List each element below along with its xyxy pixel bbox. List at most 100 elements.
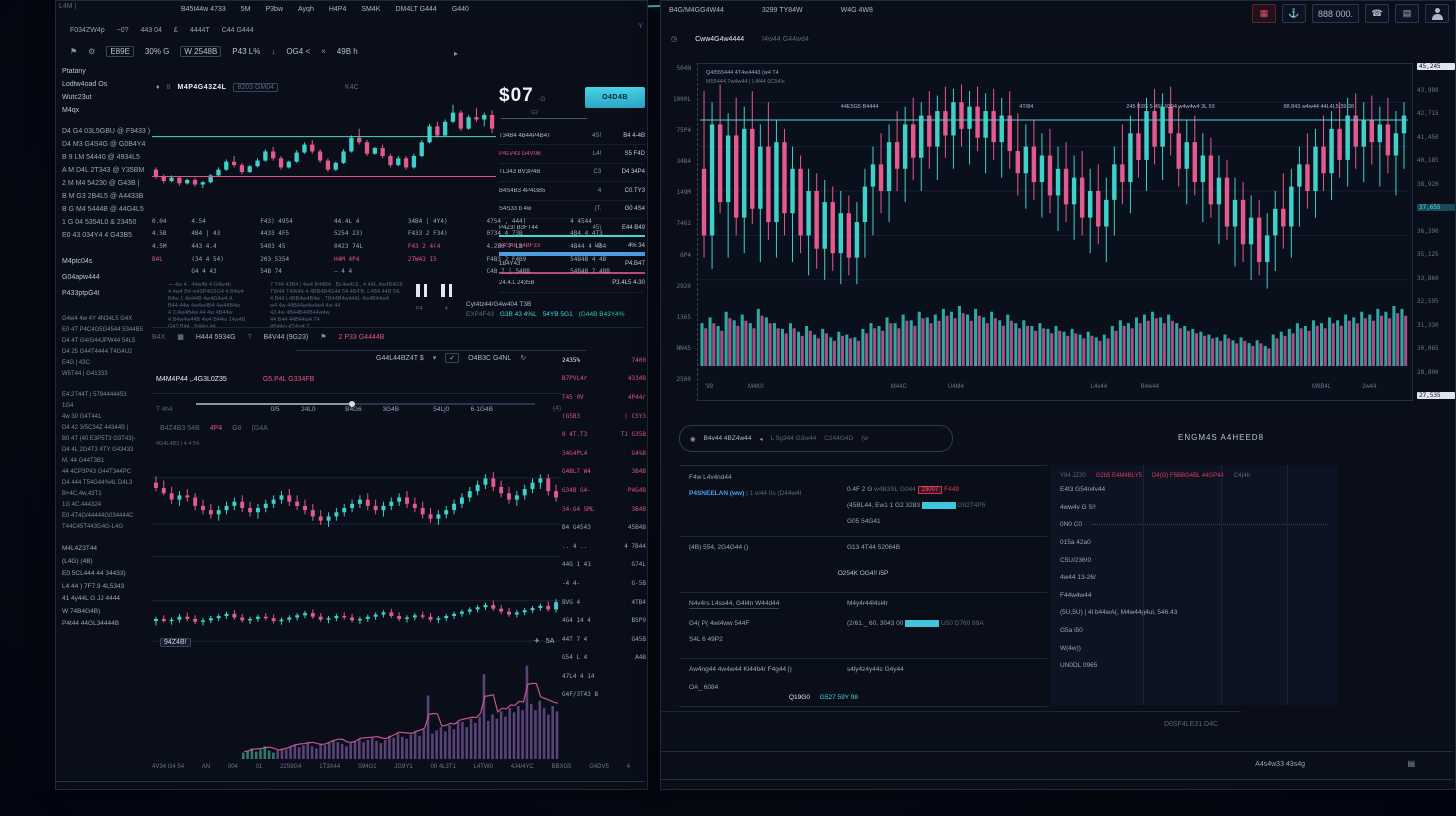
summary-row[interactable]: F44w4w44 [1051,587,1337,605]
symbol-name[interactable]: M4P4G43Z4L [177,84,227,91]
filter-control[interactable]: ▾ [432,355,437,362]
order-row[interactable]: T4S4B 54BF33 L0 4% 34 [499,237,645,256]
timeline-slider[interactable]: T 4h4 0/5 24L0 B4G6 3G4B 54Lj0 6-1G4B (4) [156,399,561,417]
sidebar-bottom-item[interactable]: (L4G) (4B) [62,557,93,565]
sidebar-symbol-item[interactable]: D4 M3 G4S4G @ G0B4Y4 [62,141,146,148]
menu-item[interactable]: B4G/M4GG4W44 [669,7,724,14]
grid-chart-icon[interactable]: ▦ [1251,4,1276,23]
sidebar-symbol-item[interactable]: B M G3 2B4L5 @ A4433B [62,193,144,200]
toolbar-icon[interactable]: P43 L% [232,47,261,56]
order-book-row[interactable]: G54 L 4 A4B [562,649,646,668]
sidebar-item[interactable]: Ptatany [62,68,86,75]
pill-item[interactable]: B4v44 4BZ4w44 [703,435,752,442]
sidebar-item[interactable]: Lodtw4oad Os [62,81,108,88]
summary-row[interactable]: 015a 42a0 [1051,534,1337,552]
sidebar-list-item[interactable]: E4.2T44T | 5794444453 [62,392,127,398]
summary-row[interactable]: G5a i50 [1051,622,1337,640]
send-control[interactable]: ✈ 5A [534,637,554,646]
volume-box-label[interactable]: 94Z4B! [160,638,191,647]
pill-item[interactable]: C244G4D [824,435,854,442]
summary-row[interactable]: 0N0 C0 [1051,516,1337,534]
order-book-row[interactable]: 34-G4 5ML 3B4B [562,500,646,519]
sidebar-item[interactable]: M4qx [62,107,80,114]
toolbar-label[interactable]: £ [173,27,178,34]
summary-row[interactable]: 4w44 13-26/ [1051,569,1337,587]
summary-row[interactable]: W(4w)) [1051,639,1337,657]
order-button[interactable]: O4D4B [585,87,645,108]
pause-button[interactable] [416,284,427,297]
sidebar-section-item[interactable]: M4ptc04s [62,258,93,265]
sidebar-list-item[interactable]: E0 4T4G/44444G034444C [62,513,134,519]
sidebar-list-item[interactable]: M. 44 G44T3B1 [62,458,105,464]
sidebar-bottom-item[interactable]: E0 5CL444 44 34433) [62,570,126,577]
sidebar-section-item[interactable]: G04apw444 [62,274,100,281]
chart-tab[interactable]: B4X [152,333,166,341]
order-book-row[interactable]: 0 4T.T3 T1 G35B [562,425,646,444]
menu-item[interactable]: Ayqh [298,6,314,13]
sidebar-list-item[interactable]: T44C45T443G4G-L4G [62,524,124,530]
sidebar-filter-item[interactable]: E4G | 43C [62,360,90,366]
menu-icon[interactable]: ▤ [1407,759,1415,768]
chart-tab[interactable]: H444 5934G [195,333,236,341]
sidebar-symbol-item[interactable]: B 9 LM 54440 @ 4934L5 [62,154,140,161]
sidebar-filter-item[interactable]: D4 4T G4/G44JPW44 54L5 [62,338,136,344]
menu-item[interactable]: 5M [240,6,251,13]
order-row[interactable]: P4LV43 G4V0B L4! S5 F4D [499,145,645,164]
order-book-row[interactable]: BVG 4 4TB4 [562,593,646,612]
sidebar-symbol-item[interactable]: A M D4L 2T343 @ Y35BM [62,167,145,174]
sidebar-bottom-item[interactable]: M4L4Z3T44 [62,545,98,552]
order-book-row[interactable]: 47L4 4 14 [562,667,646,686]
order-row[interactable]: 1B4Y43 P4.B4T [499,256,645,275]
position-link[interactable]: P4SNEELAN (ww) [689,490,745,497]
order-book-row[interactable]: 4G4 14 4 B5P9 [562,611,646,630]
sidebar-list-item[interactable]: D4 4L 2G4T3 4TY G43433 [62,447,134,453]
secondary-candlestick-chart[interactable] [152,451,560,643]
sidebar-list-item[interactable]: 44 4CP3P43 G44T344PC [62,469,132,475]
menu-item[interactable]: W4G 4W8 [840,7,873,14]
order-row[interactable]: P4Z3! B3FT44 45) E44 B49 [499,219,645,238]
toolbar-icon[interactable]: 30% G [144,47,170,56]
order-row[interactable]: TL343 BV3P4B C3 D4 34P4 [499,164,645,183]
order-row[interactable]: S4S33 b 4w (T. G0 4S4 [499,201,645,219]
toolbar-expand-icon[interactable]: ▸ [454,49,459,58]
sidebar-symbol-item[interactable]: 1 G 04 5354L0 & 23450 [62,219,137,226]
menu-item[interactable]: B45t44w 4733 [181,6,226,13]
anchor-icon[interactable]: ⚓ [1281,4,1306,23]
tab-overview[interactable]: Cww4G4w4444 [695,35,745,43]
sidebar-bottom-item[interactable]: P4t44 44GL34444B [62,620,120,627]
filter-control[interactable]: O4B3C G4NL [468,354,512,362]
sidebar-section-item[interactable]: P433ptpG4t [62,290,100,297]
sidebar-list-item[interactable]: B0 4T (40 E3P5T3 G3T43)- [62,436,136,442]
volume-area-chart[interactable] [242,653,560,759]
order-book-row[interactable]: G34B G4- P4G4B [562,481,646,500]
order-book-row[interactable]: B7PVL4r 4334B [562,370,646,389]
filter-control[interactable]: ✓ [445,353,460,363]
menu-item[interactable]: H4P4 [328,6,347,13]
sidebar-symbol-item[interactable]: E0 43 034Y4 4 G43B5 [62,232,133,239]
summary-row[interactable]: UN0DL 0965 [1051,657,1337,675]
order-book-row[interactable]: .. 4 .. 4 7B44 [562,537,646,556]
toolbar-icon[interactable]: OG4 < [286,47,311,56]
sidebar-filter-item[interactable]: G4w4 4w 4Y 4N34L5 G4X [62,316,133,322]
summary-row[interactable]: (5U,5U) | 4l b44wA(, M4w44g4ul, 546.43 [1051,604,1337,622]
chart-tab[interactable]: B4V44 (9G23) [263,333,309,341]
sidebar-symbol-item[interactable]: 2 M M4 54230 @ G43B | [62,180,140,187]
toolbar-icon[interactable]: E89E [106,46,134,57]
summary-row[interactable]: C5U/236!0 [1051,551,1337,569]
tab-trend[interactable]: I4w44 G44wd4 [762,35,809,43]
sidebar-list-item[interactable]: 1G4 [62,403,74,409]
summary-row[interactable]: 4ww4v G 5!! [1051,499,1337,517]
toolbar-label[interactable]: 443 04 [140,27,162,34]
sidebar-list-item[interactable]: 4w 30 G4T441 [62,414,102,420]
menu-item[interactable]: SM4K [361,6,381,13]
order-row[interactable]: B4S4B3 4P4GB5 4 C0.TY3 [499,182,645,201]
main-candlestick-chart[interactable] [152,99,496,213]
order-row[interactable]: T34B4 4B44P4B4T 4S! B4 4-4B [499,127,645,146]
toolbar-label[interactable]: ~0? [116,27,129,34]
order-book-row[interactable]: 34G4PL4 G4%B [562,444,646,463]
sidebar-list-item[interactable]: D4 444 T54G44%4L D4L3 [62,480,133,486]
order-book-row[interactable]: G4F/3T43 B [562,686,646,705]
price-slider[interactable]: G2 [501,110,587,119]
order-book-row[interactable]: G4BL7 W4 3B4B [562,463,646,482]
slider-thumb[interactable] [348,401,355,407]
